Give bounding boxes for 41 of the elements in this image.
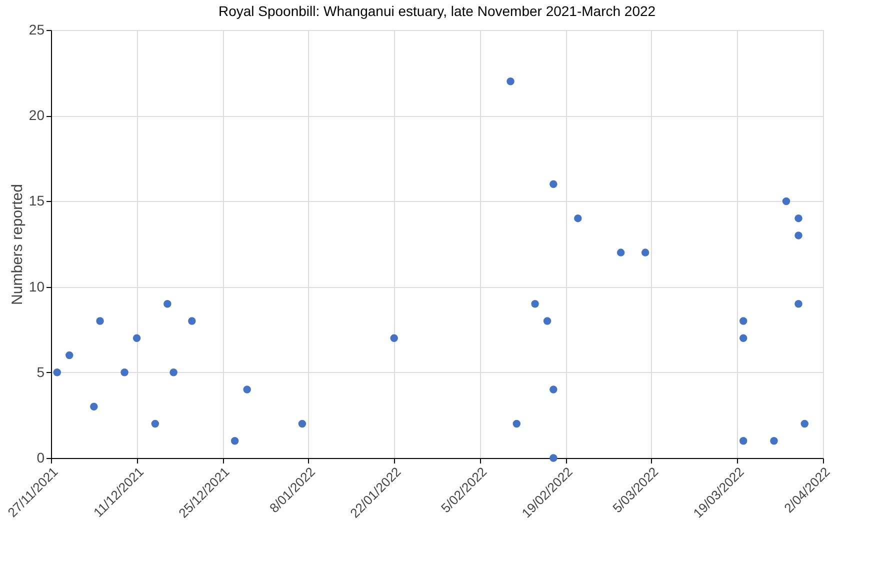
point <box>550 454 558 462</box>
point <box>230 437 239 445</box>
point <box>132 334 141 342</box>
point <box>164 300 172 308</box>
point <box>531 300 539 308</box>
point <box>770 437 778 445</box>
point <box>298 420 306 428</box>
point <box>170 368 178 376</box>
point <box>66 351 74 360</box>
point <box>151 420 160 428</box>
point <box>800 420 808 428</box>
point <box>739 437 748 445</box>
y-tick-label: 25 <box>28 22 45 38</box>
point <box>574 214 582 222</box>
point <box>616 248 625 256</box>
point <box>739 317 748 325</box>
point <box>794 214 802 222</box>
point <box>243 386 251 394</box>
point <box>120 368 128 376</box>
point <box>739 334 748 342</box>
y-axis-title: Numbers reported <box>8 184 26 305</box>
point <box>53 368 61 376</box>
y-tick-label: 10 <box>28 278 45 294</box>
point <box>390 334 398 342</box>
chart-title: Royal Spoonbill: Whanganui estuary, late November 2021-March 2022 <box>218 3 656 19</box>
y-tick-label: 0 <box>36 450 45 466</box>
point <box>794 300 802 308</box>
y-tick-label: 15 <box>28 192 45 209</box>
point <box>550 386 558 394</box>
y-tick-label: 20 <box>28 107 45 124</box>
point <box>782 197 790 206</box>
y-tick-label: 5 <box>36 364 45 380</box>
point <box>794 232 802 240</box>
point <box>543 317 552 325</box>
point <box>90 402 98 411</box>
point <box>96 317 104 325</box>
point <box>512 420 521 428</box>
point <box>550 180 558 188</box>
point <box>641 248 650 256</box>
point <box>506 77 514 86</box>
point <box>188 317 196 325</box>
